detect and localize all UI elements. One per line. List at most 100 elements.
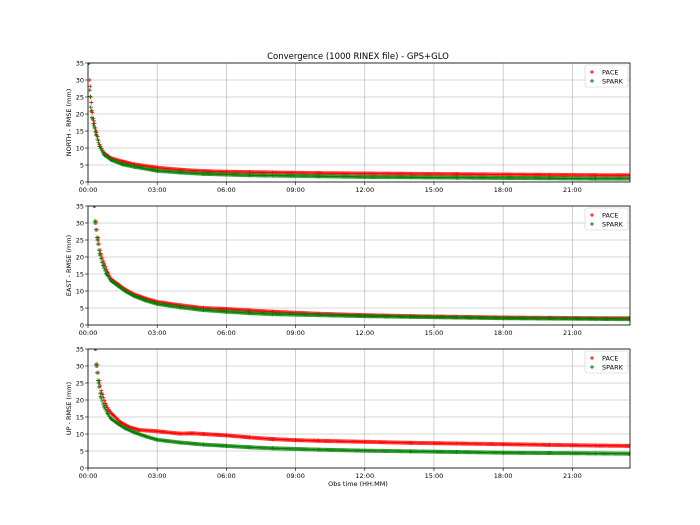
data-point-spark (201, 308, 206, 313)
legend-box (584, 207, 629, 231)
data-point-spark (88, 63, 92, 65)
data-point-pace (94, 349, 99, 351)
data-point-spark (88, 105, 93, 110)
data-point-spark (247, 173, 252, 178)
marker-spark (100, 260, 105, 265)
y-tick-label: 15 (76, 270, 84, 278)
data-point-spark (628, 451, 630, 456)
data-point-pace (89, 108, 94, 113)
marker-pace (99, 388, 104, 393)
marker-spark (96, 248, 101, 253)
y-tick-label: 0 (80, 464, 84, 472)
marker-spark (104, 409, 109, 414)
x-tick-label: 09:00 (286, 329, 305, 337)
data-point-pace (362, 439, 367, 444)
data-point-pace (178, 431, 183, 436)
data-point-spark (94, 364, 99, 368)
marker-pace (105, 405, 110, 410)
y-tick-label: 20 (76, 110, 84, 118)
y-tick-label: 20 (76, 253, 84, 261)
y-tick-label: 0 (80, 321, 84, 329)
marker-spark (92, 126, 97, 131)
data-point-pace (111, 413, 116, 418)
x-tick-label: 06:00 (217, 186, 236, 194)
data-point-pace (455, 441, 460, 446)
data-point-spark (155, 437, 160, 442)
panels: 0 5 10 15 20 25 30 35 00:00 03:00 06:00 09:00 12:00 1… (65, 59, 631, 480)
x-tick-label: 06:00 (217, 472, 236, 480)
data-point-pace (136, 427, 141, 432)
y-tick-label: 25 (76, 93, 84, 101)
data-point-spark (109, 157, 114, 162)
marker-spark (100, 399, 105, 404)
data-point-pace (316, 438, 321, 443)
data-point-spark (201, 171, 206, 176)
data-point-spark (92, 221, 97, 225)
series-spark (91, 206, 630, 322)
plot-area (88, 63, 630, 182)
x-tick-label: 21:00 (563, 472, 582, 480)
x-tick-label: 15:00 (425, 329, 444, 337)
x-tick-label: 09:00 (286, 472, 305, 480)
plot-frame (87, 205, 631, 326)
legend-marker-pace (590, 213, 594, 217)
legend-label-spark: SPARK (602, 77, 624, 85)
y-tick-label: 30 (76, 362, 84, 370)
marker-spark (103, 407, 108, 412)
x-tick-label: 15:00 (425, 472, 444, 480)
data-point-pace (547, 442, 552, 447)
panel-up: 0 5 10 15 20 25 30 35 00:00 03:00 06:00 09:00 12:00 1… (65, 345, 631, 480)
data-point-spark (102, 152, 107, 157)
marker-spark (103, 268, 108, 273)
y-tick-label: 30 (76, 76, 84, 84)
data-point-spark (224, 172, 229, 177)
legend-marker-spark (590, 222, 594, 226)
x-tick-label: 03:00 (148, 186, 167, 194)
data-point-pace (106, 408, 111, 413)
data-point-spark (109, 278, 114, 283)
marker-spark (94, 370, 99, 375)
data-point-spark (91, 206, 96, 208)
series-layer (91, 206, 630, 322)
marker-spark (102, 266, 107, 271)
data-point-spark (362, 314, 367, 319)
data-point-pace (293, 438, 298, 443)
data-point-spark (316, 447, 321, 452)
data-point-spark (178, 170, 183, 175)
x-tick-label: 21:00 (563, 186, 582, 194)
data-point-pace (270, 437, 275, 442)
data-point-spark (96, 381, 101, 385)
series-spark (88, 63, 630, 181)
y-tick-label: 5 (80, 447, 84, 455)
plot-frame (87, 348, 631, 469)
data-point-spark (100, 263, 105, 268)
data-point-spark (247, 445, 252, 450)
x-tick-label: 12:00 (355, 186, 374, 194)
data-point-spark (547, 316, 552, 321)
marker-spark (88, 94, 93, 99)
data-point-spark (102, 404, 107, 409)
y-tick-label: 35 (76, 345, 84, 353)
data-point-spark (270, 173, 275, 178)
data-point-pace (593, 443, 598, 448)
data-point-spark (247, 311, 252, 316)
y-tick-label: 5 (80, 304, 84, 312)
y-axis-label: UP - RMSE (mm) (65, 382, 73, 435)
x-tick-label: 18:00 (494, 472, 513, 480)
y-tick-label: 15 (76, 127, 84, 135)
marker-spark (101, 402, 106, 407)
data-point-pace (455, 172, 460, 177)
series-pace (88, 63, 630, 178)
data-point-pace (408, 440, 413, 445)
data-point-spark (362, 174, 367, 179)
y-tick-label: 10 (76, 287, 84, 295)
y-tick-label: 10 (76, 144, 84, 152)
figure-title: Convergence (1000 RINEX file) - GPS+GLO (267, 52, 449, 62)
data-point-spark (122, 289, 127, 293)
data-point-spark (547, 451, 552, 456)
marker-spark (97, 385, 102, 390)
data-point-spark (501, 175, 506, 180)
legend-label-pace: PACE (602, 354, 618, 362)
data-point-spark (201, 442, 206, 447)
